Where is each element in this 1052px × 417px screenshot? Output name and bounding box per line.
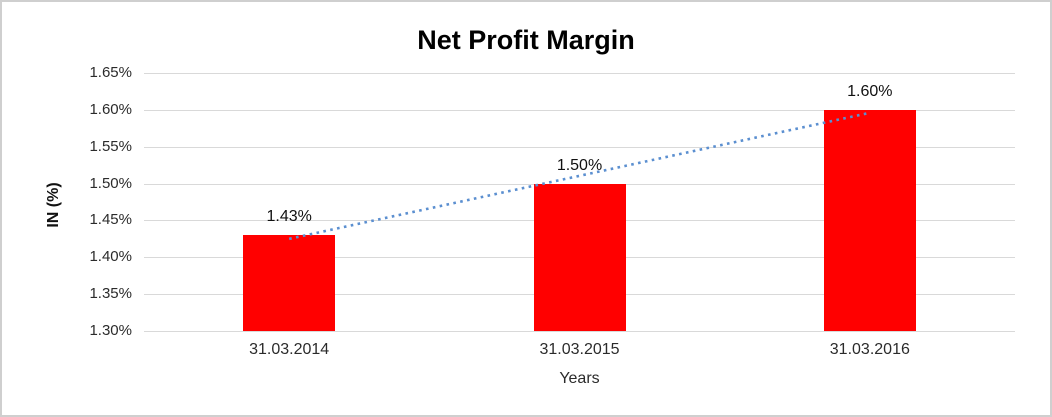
y-axis-tick-label: 1.35% [89,285,132,303]
x-axis-tick-label: 31.03.2015 [539,341,620,358]
x-axis-title: Years [559,370,600,387]
bar-31.03.2015[interactable] [533,183,626,331]
bar-value-label: 1.50% [556,156,603,174]
y-axis-tick-label: 1.45% [89,211,132,229]
y-axis-tick-label: 1.40% [89,248,132,266]
x-axis-tick-label: 31.03.2014 [249,341,330,358]
gridline [144,331,1015,332]
bar-value-label: 1.43% [266,208,312,226]
y-axis-tick-label: 1.55% [89,137,132,155]
x-axis-tick-label: 31.03.2016 [829,341,910,358]
y-axis-tick-label: 1.30% [89,322,132,339]
y-axis-tick-label: 1.60% [89,100,132,118]
chart-title: Net Profit Margin [417,25,635,55]
y-axis-tick-label: 1.50% [89,174,132,192]
y-axis-tick-label: 1.65% [89,64,132,81]
gridline [144,109,1015,111]
bar-value-label: 1.60% [847,82,893,100]
bar-31.03.2016[interactable] [823,109,916,331]
bar-31.03.2014[interactable] [243,235,336,331]
gridline [144,73,1015,74]
